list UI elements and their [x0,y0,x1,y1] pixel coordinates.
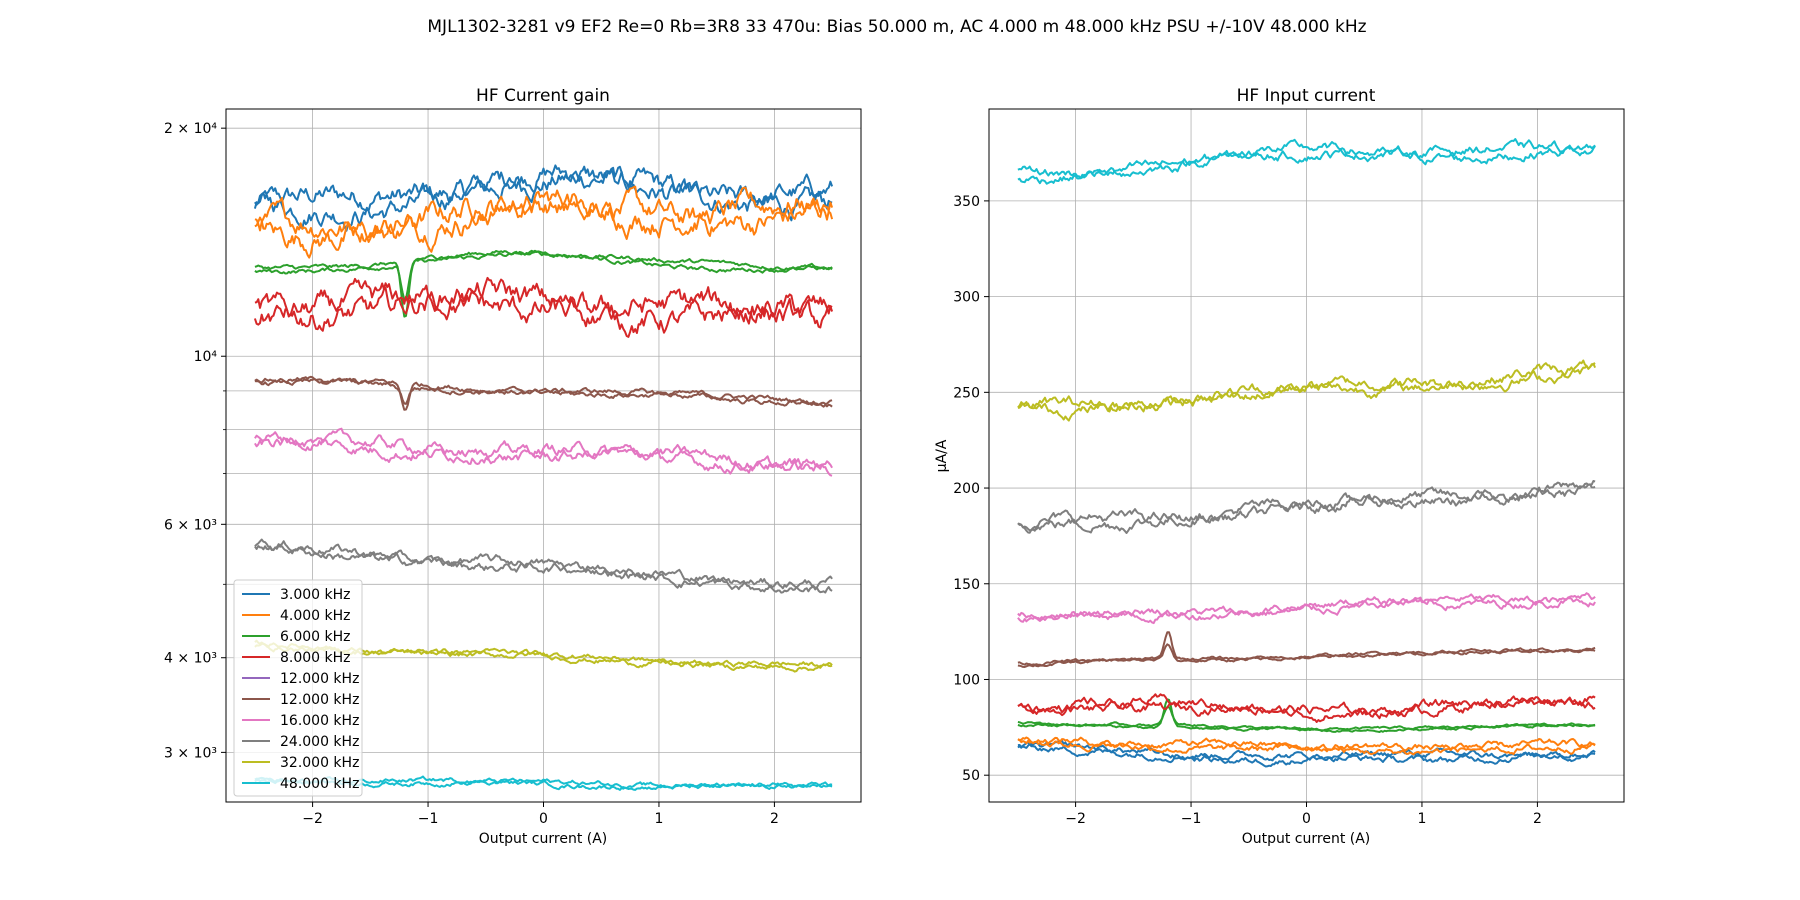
y-tick-label: 10⁴ [194,349,218,365]
y-tick-label: 350 [953,194,980,210]
legend-label: 12.000 kHz [280,692,359,708]
legend-label: 32.000 kHz [280,755,359,771]
series-line [1017,739,1596,768]
series-line [1017,742,1596,765]
series-line [1017,643,1596,667]
chart-title: HF Current gain [476,86,610,106]
series-line [1017,693,1596,723]
x-tick-label: 1 [1417,811,1426,827]
y-tick-label: 6 × 10³ [164,517,217,533]
y-tick-label: 100 [953,672,980,688]
y-tick-label: 50 [962,768,980,784]
series-line [254,538,833,590]
legend-label: 48.000 kHz [280,776,359,792]
chart-title: HF Input current [1237,86,1376,106]
series-line [1017,359,1596,422]
series-line [254,276,833,338]
x-tick-label: 0 [539,811,548,827]
legend-label: 6.000 kHz [280,629,351,645]
x-axis-label: Output current (A) [479,831,608,847]
legend-label: 16.000 kHz [280,713,359,729]
y-tick-label: 4 × 10³ [164,651,217,667]
legend-label: 12.000 kHz [280,671,359,687]
x-axis-label: Output current (A) [1242,831,1371,847]
y-axis-ticks: 3 × 10³ 4 × 10³ 6 × 10³ 10⁴ 2 × 10⁴ [164,121,226,761]
series-line [254,427,833,477]
series-line [254,375,833,407]
series-group [1017,138,1597,768]
y-tick-label: 3 × 10³ [164,745,217,761]
series-line [1017,592,1596,625]
series-line [1017,480,1596,534]
y-tick-label: 150 [953,577,980,593]
legend-label: 24.000 kHz [280,734,359,750]
legend-label: 3.000 kHz [280,587,351,603]
x-tick-label: −1 [1181,811,1202,827]
series-line [1017,706,1596,733]
x-tick-label: 0 [1302,811,1311,827]
y-axis-ticks: 50 100 150 200 250 300 350 [953,194,989,784]
y-tick-label: 250 [953,385,980,401]
x-tick-label: 2 [1533,811,1542,827]
y-tick-label: 2 × 10⁴ [164,121,217,137]
series-line [253,277,834,329]
x-axis-ticks: −2 −1 0 1 2 [1065,802,1542,827]
series-line [254,431,833,475]
series-line [1017,482,1596,532]
legend-label: 8.000 kHz [280,650,351,666]
x-tick-label: −2 [302,811,323,827]
x-tick-label: 1 [654,811,663,827]
series-line [253,164,834,232]
legend: 3.000 kHz 4.000 kHz 6.000 kHz 8.000 kHz 12.0… [233,579,363,797]
series-line [254,250,833,301]
series-line [254,186,834,259]
legend-label: 4.000 kHz [280,608,351,624]
y-axis-label: µA/A [934,439,950,472]
series-line [1017,737,1596,756]
x-tick-label: −1 [418,811,439,827]
chart-current-gain: HF Current gain −2 −1 0 1 2 3 × 10³ 4 × 10³ 6 … [164,86,862,847]
series-line [1017,138,1596,185]
x-tick-label: −2 [1065,811,1086,827]
grid [989,109,1624,802]
y-tick-label: 200 [953,481,980,497]
x-tick-label: 2 [770,811,779,827]
y-tick-label: 300 [953,290,980,306]
chart-input-current: HF Input current −2 −1 0 1 2 50 100 150 200 250 3… [934,86,1625,847]
x-axis-ticks: −2 −1 0 1 2 [302,802,779,827]
figure-title: MJL1302-3281 v9 EF2 Re=0 Rb=3R8 33 470u:… [427,17,1366,37]
series-line [254,540,833,594]
